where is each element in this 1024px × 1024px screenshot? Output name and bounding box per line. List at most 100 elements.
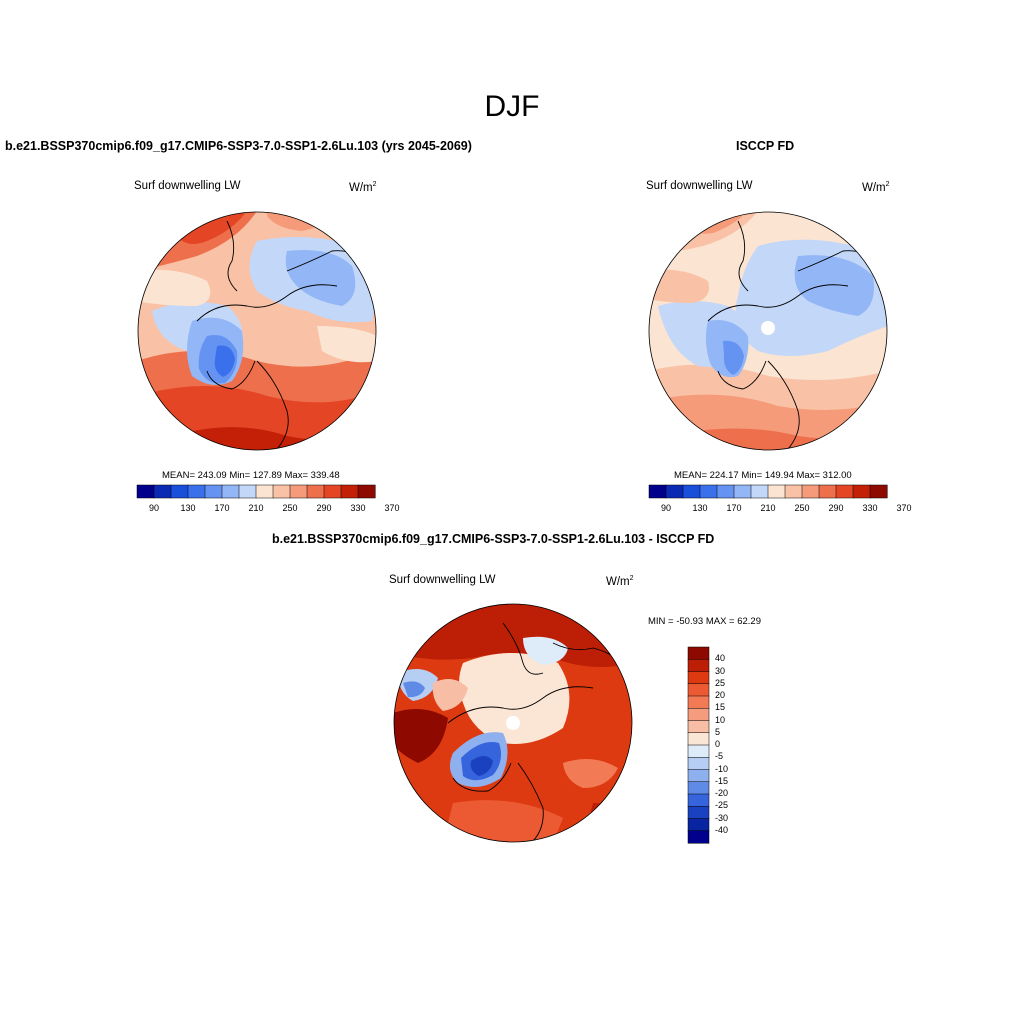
colorbar-tick-label: 210: [760, 503, 776, 513]
model-units: W/m2: [349, 181, 377, 194]
colorbar-swatch: [687, 708, 710, 722]
colorbar-swatch: [687, 646, 710, 660]
colorbar-swatch: [750, 484, 769, 499]
colorbar-tick-label: 90: [148, 503, 159, 513]
colorbar-tick-label: 30: [715, 665, 726, 676]
colorbar-swatch: [648, 484, 667, 499]
colorbar-swatch: [699, 484, 718, 499]
colorbar-swatch: [767, 484, 786, 499]
colorbar-swatch: [818, 484, 837, 499]
obs-units: W/m2: [862, 181, 890, 194]
colorbar-swatch: [835, 484, 854, 499]
model-variable-label: Surf downwelling LW: [134, 180, 241, 192]
obs-colorbar-labels: 90 130 170 210 250 290 330 370: [649, 503, 912, 515]
colorbar-swatch: [687, 732, 710, 746]
colorbar-swatch: [687, 695, 710, 709]
model-colorbar-swatches: [136, 484, 376, 499]
colorbar-tick-label: 5: [715, 726, 721, 737]
obs-stats: MEAN= 224.17 Min= 149.94 Max= 312.00: [674, 470, 852, 481]
diff-colorbar-labels: 40 30 25 20 15 10 5 0 -5 -10 -15 -20 -25 -30 -40: [715, 647, 755, 843]
colorbar-tick-label: 330: [862, 503, 878, 513]
colorbar-tick-label: -25: [715, 800, 729, 811]
season-title: DJF: [484, 90, 540, 123]
colorbar-swatch: [323, 484, 342, 499]
colorbar-tick-label: -20: [715, 788, 729, 798]
colorbar-tick-label: -5: [715, 751, 724, 762]
diff-variable-label: Surf downwelling LW: [389, 574, 496, 586]
colorbar-tick-label: 20: [715, 690, 726, 700]
obs-colorbar: [648, 484, 888, 499]
diff-colorbar-swatches: [687, 646, 710, 844]
diff-polar-map: [393, 603, 633, 843]
model-colorbar-labels: 90 130 170 210 250 290 330 370: [137, 503, 400, 515]
colorbar-swatch: [801, 484, 820, 499]
obs-polar-map: [648, 211, 888, 451]
colorbar-tick-label: 170: [726, 503, 742, 513]
colorbar-tick-label: 15: [715, 702, 726, 713]
colorbar-tick-label: 370: [384, 503, 400, 513]
colorbar-tick-label: 90: [660, 503, 671, 513]
model-colorbar: [136, 484, 376, 499]
colorbar-tick-label: 25: [715, 677, 726, 688]
colorbar-swatch: [153, 484, 172, 499]
colorbar-tick-label: -15: [715, 775, 729, 786]
model-polar-map: [137, 211, 377, 451]
colorbar-tick-label: -10: [715, 763, 729, 774]
colorbar-swatch: [687, 781, 710, 795]
colorbar-swatch: [687, 830, 710, 844]
colorbar-swatch: [665, 484, 684, 499]
model-stats: MEAN= 243.09 Min= 127.89 Max= 339.48: [162, 470, 340, 481]
colorbar-tick-label: 130: [692, 503, 708, 513]
colorbar-swatch: [187, 484, 206, 499]
colorbar-swatch: [869, 484, 888, 499]
diff-panel-title: b.e21.BSSP370cmip6.f09_g17.CMIP6-SSP3-7.…: [272, 532, 715, 546]
colorbar-tick-label: 170: [214, 503, 230, 513]
colorbar-swatch: [687, 720, 710, 734]
model-panel-title: b.e21.BSSP370cmip6.f09_g17.CMIP6-SSP3-7.…: [5, 139, 472, 153]
colorbar-tick-label: -30: [715, 812, 729, 823]
diff-colorbar: [687, 646, 710, 844]
colorbar-tick-label: 0: [715, 739, 721, 749]
colorbar-swatch: [289, 484, 308, 499]
colorbar-swatch: [687, 818, 710, 832]
colorbar-swatch: [204, 484, 223, 499]
diff-units: W/m2: [606, 575, 634, 588]
colorbar-tick-label: 290: [316, 503, 332, 513]
colorbar-tick-label: 290: [828, 503, 844, 513]
colorbar-swatch: [170, 484, 189, 499]
colorbar-tick-label: 250: [282, 503, 298, 513]
colorbar-swatch: [340, 484, 359, 499]
colorbar-swatch: [221, 484, 240, 499]
colorbar-swatch: [687, 806, 710, 820]
colorbar-swatch: [306, 484, 325, 499]
obs-colorbar-swatches: [648, 484, 888, 499]
colorbar-swatch: [687, 757, 710, 771]
colorbar-swatch: [852, 484, 871, 499]
colorbar-swatch: [136, 484, 155, 499]
colorbar-swatch: [255, 484, 274, 499]
colorbar-swatch: [357, 484, 376, 499]
colorbar-swatch: [687, 744, 710, 758]
colorbar-swatch: [784, 484, 803, 499]
colorbar-swatch: [733, 484, 752, 499]
colorbar-swatch: [716, 484, 735, 499]
colorbar-tick-label: 40: [715, 653, 726, 664]
colorbar-tick-label: 370: [896, 503, 912, 513]
colorbar-tick-label: 210: [248, 503, 264, 513]
colorbar-tick-label: 130: [180, 503, 196, 513]
diff-stats: MIN = -50.93 MAX = 62.29: [648, 616, 762, 627]
colorbar-swatch: [272, 484, 291, 499]
colorbar-swatch: [687, 671, 710, 685]
colorbar-swatch: [682, 484, 701, 499]
colorbar-tick-label: -40: [715, 824, 729, 835]
colorbar-swatch: [687, 793, 710, 807]
colorbar-tick-label: 250: [794, 503, 810, 513]
colorbar-swatch: [687, 659, 710, 673]
colorbar-swatch: [238, 484, 257, 499]
colorbar-tick-label: 330: [350, 503, 366, 513]
colorbar-swatch: [687, 769, 710, 783]
obs-variable-label: Surf downwelling LW: [646, 180, 753, 192]
obs-panel-title: ISCCP FD: [736, 139, 795, 153]
colorbar-swatch: [687, 683, 710, 697]
colorbar-tick-label: 10: [715, 714, 726, 725]
